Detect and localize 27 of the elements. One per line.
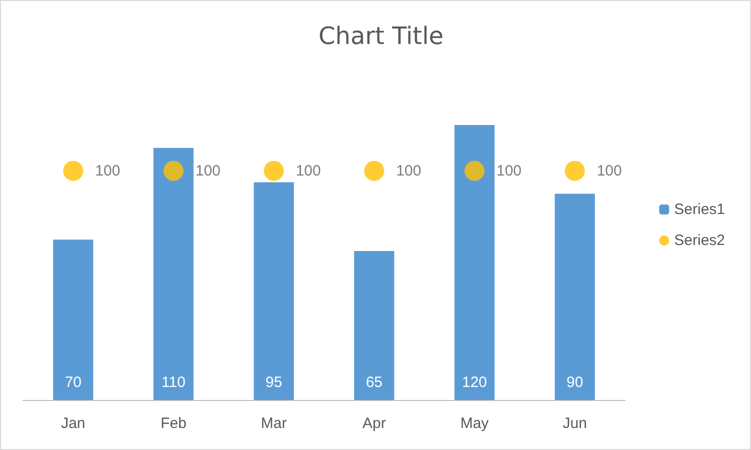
bar: [354, 251, 394, 400]
x-tick-label: Feb: [160, 415, 186, 432]
data-label: 100: [396, 162, 422, 180]
bar: [554, 194, 595, 400]
data-label: 90: [566, 374, 584, 391]
data-label: 70: [64, 374, 82, 391]
bar: [454, 125, 495, 400]
data-label: 100: [196, 162, 221, 180]
legend-label: Series2: [674, 232, 725, 249]
x-tick-label: Jun: [562, 415, 587, 432]
data-label: 100: [496, 162, 522, 180]
data-label: 65: [366, 374, 383, 391]
data-label: 95: [265, 374, 282, 391]
bar: [53, 240, 94, 400]
data-label: 100: [596, 162, 622, 180]
legend-label: Series1: [674, 201, 725, 218]
x-tick-label: Jan: [61, 415, 86, 432]
chart-title: Chart Title: [318, 22, 444, 50]
data-label: 100: [95, 162, 120, 180]
x-tick-label: May: [460, 415, 490, 432]
x-tick-label: Apr: [362, 415, 386, 432]
data-label: 120: [462, 374, 488, 391]
x-tick-label: Mar: [260, 415, 287, 432]
data-label: 100: [296, 162, 321, 180]
bar: [254, 182, 294, 400]
bar: [153, 148, 194, 400]
data-label: 110: [162, 374, 186, 391]
